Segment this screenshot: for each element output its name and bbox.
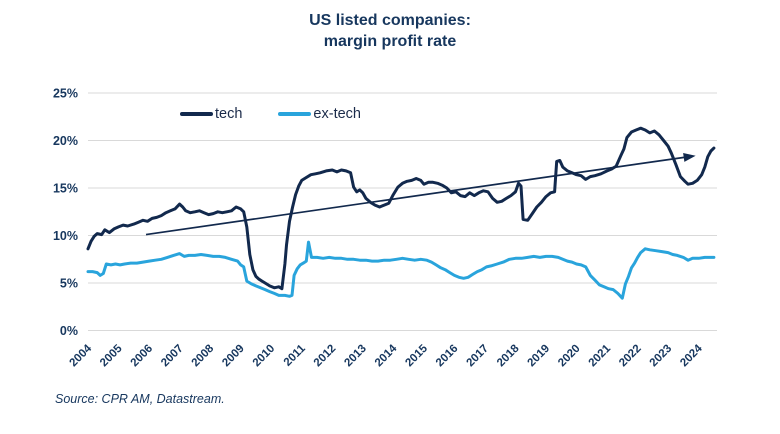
x-tick-label-2022: 2022	[617, 343, 644, 370]
x-tick-label-2010: 2010	[251, 343, 278, 370]
x-tick-label-2009: 2009	[220, 343, 247, 370]
x-tick-label-2005: 2005	[98, 342, 125, 369]
x-tick-label-2008: 2008	[190, 342, 217, 369]
x-tick-label-2020: 2020	[556, 343, 583, 370]
x-tick-label-2017: 2017	[464, 343, 491, 370]
chart-title-line2: margin profit rate	[323, 33, 457, 50]
source-note: Source: CPR AM, Datastream.	[55, 392, 225, 406]
trend-arrow-line	[145, 155, 689, 236]
x-tick-label-2013: 2013	[342, 343, 369, 370]
chart-title-line1: US listed companies:	[309, 12, 471, 29]
legend-item-ex-tech: ex-tech	[278, 106, 361, 122]
x-tick-label-2011: 2011	[282, 342, 309, 369]
legend-label-tech: tech	[215, 106, 243, 122]
x-axis-labels: 2004 2005 2006 2007 2008 2009 2010 2011 2012 2013…	[68, 342, 706, 369]
x-tick-label-2023: 2023	[648, 343, 675, 370]
y-tick-label-5: 5%	[60, 277, 78, 291]
x-tick-label-2024: 2024	[678, 342, 705, 369]
x-tick-label-2018: 2018	[495, 342, 522, 369]
x-tick-label-2016: 2016	[434, 343, 461, 370]
x-tick-label-2015: 2015	[403, 342, 430, 369]
y-tick-label-15: 15%	[53, 182, 78, 196]
y-tick-label-25: 25%	[53, 87, 78, 101]
x-tick-label-2014: 2014	[373, 342, 400, 369]
chart-legend: tech ex-tech	[180, 106, 361, 122]
x-tick-label-2019: 2019	[526, 343, 553, 370]
x-tick-label-2007: 2007	[159, 343, 186, 370]
ex-tech-line-swatch-icon	[278, 112, 312, 116]
y-tick-label-10: 10%	[53, 229, 78, 243]
chart-title: US listed companies: margin profit rate	[0, 10, 780, 52]
x-tick-label-2021: 2021	[587, 342, 614, 369]
y-tick-label-20: 20%	[53, 134, 78, 148]
tech-line-swatch-icon	[180, 112, 213, 116]
ex-tech-line	[86, 240, 716, 300]
y-axis-labels: 0% 5% 10% 15% 20% 25%	[53, 87, 78, 339]
legend-label-ex-tech: ex-tech	[313, 106, 361, 122]
y-tick-label-0: 0%	[60, 324, 78, 338]
x-tick-label-2012: 2012	[312, 343, 339, 370]
legend-item-tech: tech	[180, 106, 242, 122]
trend-arrowhead-icon	[683, 152, 696, 162]
tech-line	[86, 126, 716, 291]
x-tick-label-2006: 2006	[129, 343, 156, 370]
gridlines	[88, 92, 717, 331]
x-tick-label-2004: 2004	[68, 342, 95, 369]
